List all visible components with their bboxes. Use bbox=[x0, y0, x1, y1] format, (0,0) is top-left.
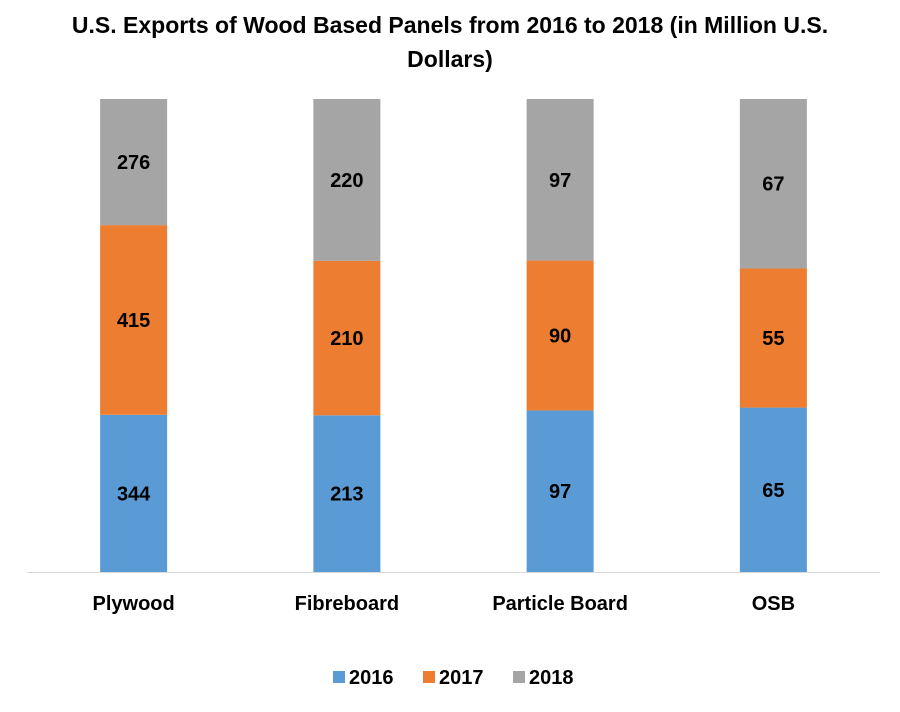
category-label-osb: OSB bbox=[752, 593, 795, 615]
bar-particle-board-2018 bbox=[526, 99, 594, 261]
legend-swatch-2016 bbox=[333, 671, 345, 683]
data-label-particle-board-2016: 97 bbox=[549, 481, 571, 503]
bar-osb-2018 bbox=[739, 99, 807, 269]
legend-swatch-2017 bbox=[423, 671, 435, 683]
data-label-osb-2016: 65 bbox=[762, 480, 784, 502]
bar-plywood-2017 bbox=[100, 225, 168, 415]
legend-label-2017: 2017 bbox=[439, 667, 484, 689]
bar-plywood-2018 bbox=[100, 99, 168, 226]
data-label-particle-board-2018: 97 bbox=[549, 170, 571, 192]
data-label-plywood-2016: 344 bbox=[117, 483, 151, 505]
data-label-osb-2018: 67 bbox=[762, 174, 784, 196]
legend-label-2018: 2018 bbox=[529, 667, 574, 689]
bar-particle-board-2016 bbox=[526, 410, 594, 572]
bar-fibreboard-2018 bbox=[313, 99, 381, 261]
data-label-osb-2017: 55 bbox=[762, 328, 784, 350]
bar-osb-2017 bbox=[739, 268, 807, 408]
legend-swatch-2018 bbox=[513, 671, 525, 683]
category-label-particle-board: Particle Board bbox=[492, 593, 628, 615]
bar-fibreboard-2017 bbox=[313, 260, 381, 416]
data-label-plywood-2017: 415 bbox=[117, 310, 150, 332]
category-label-fibreboard: Fibreboard bbox=[295, 593, 399, 615]
data-label-fibreboard-2016: 213 bbox=[330, 484, 363, 506]
bar-osb-2016 bbox=[739, 407, 807, 572]
data-label-fibreboard-2018: 220 bbox=[330, 170, 363, 192]
chart-title: U.S. Exports of Wood Based Panels from 2… bbox=[71, 12, 829, 72]
category-label-plywood: Plywood bbox=[93, 593, 175, 615]
bar-fibreboard-2016 bbox=[313, 415, 381, 572]
data-label-fibreboard-2017: 210 bbox=[330, 328, 363, 350]
bar-plywood-2016 bbox=[100, 414, 168, 572]
legend-label-2016: 2016 bbox=[349, 667, 394, 689]
data-label-plywood-2018: 276 bbox=[117, 152, 150, 174]
data-label-particle-board-2017: 90 bbox=[549, 326, 571, 348]
bar-particle-board-2017 bbox=[526, 260, 594, 411]
